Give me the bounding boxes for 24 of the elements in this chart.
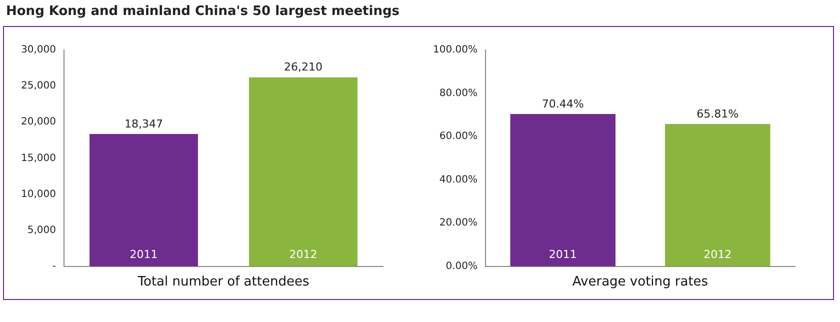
data-label: 18,347 [124,117,163,130]
x-tick-label: 2012 [289,248,318,261]
y-tick-label: 40.00% [439,174,478,186]
data-label: 26,210 [284,60,322,74]
y-tick-label: 25,000 [20,80,56,92]
y-tick-label: 10,000 [20,188,56,200]
chart-title: Hong Kong and mainland China's 50 largest meetings [6,4,400,19]
y-tick-label: 20.00% [439,218,478,229]
y-tick-label: 0.00% [446,260,478,272]
data-label: 65.81% [696,107,739,120]
data-label: 70.44% [542,97,584,110]
x-tick-label: 2011 [548,248,577,261]
x-tick-label: 2012 [704,248,732,261]
y-tick-label: 20,000 [20,116,56,128]
x-tick-label: 2011 [130,248,158,261]
x-axis-title: Total number of attendees [136,274,310,290]
y-tick-label: 15,000 [20,152,56,164]
y-tick-label: 5,000 [27,224,56,236]
y-tick-label: 30,000 [20,44,56,56]
y-tick-label: 60.00% [439,131,478,142]
y-tick-label: 100.00% [432,44,478,56]
y-tick-label: - [52,260,56,272]
x-axis-title: Average voting rates [572,274,708,290]
y-tick-label: 80.00% [439,88,478,99]
